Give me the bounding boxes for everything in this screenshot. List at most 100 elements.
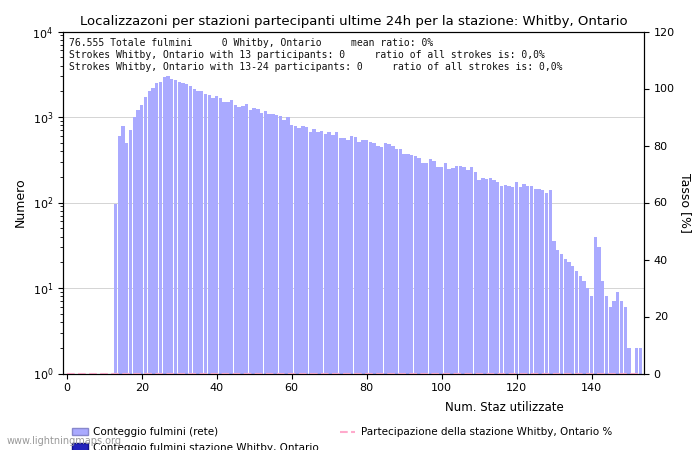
Bar xyxy=(519,187,522,450)
Bar xyxy=(380,147,384,450)
Bar xyxy=(162,77,166,450)
Bar xyxy=(125,143,128,450)
Bar xyxy=(248,110,252,450)
Bar xyxy=(533,189,537,450)
Bar xyxy=(608,307,612,450)
Bar xyxy=(433,161,436,450)
Bar xyxy=(185,85,188,450)
Bar xyxy=(204,94,207,450)
Bar xyxy=(118,136,121,450)
Bar xyxy=(140,104,143,450)
Bar xyxy=(414,156,417,450)
Bar xyxy=(605,296,608,450)
Bar xyxy=(508,186,511,450)
Bar xyxy=(320,130,323,450)
Bar xyxy=(328,132,331,450)
Bar xyxy=(391,146,395,450)
Bar xyxy=(148,91,151,450)
Bar xyxy=(174,80,177,450)
Bar xyxy=(635,348,638,450)
Bar xyxy=(594,237,597,450)
Bar xyxy=(121,126,125,450)
Bar xyxy=(444,163,447,450)
Bar xyxy=(200,91,204,450)
Legend: Conteggio fulmini (rete), Conteggio fulmini stazione Whitby, Ontario, Partecipaz: Conteggio fulmini (rete), Conteggio fulm… xyxy=(68,423,616,450)
Bar xyxy=(620,301,623,450)
Bar xyxy=(597,247,601,450)
Bar xyxy=(560,254,564,450)
Text: Num. Staz utilizzate: Num. Staz utilizzate xyxy=(444,401,564,414)
Bar xyxy=(339,138,342,450)
Bar xyxy=(170,79,174,450)
Bar xyxy=(496,182,500,450)
Bar xyxy=(264,111,267,450)
Bar xyxy=(207,95,211,450)
Bar xyxy=(545,193,548,450)
Bar xyxy=(440,166,443,450)
Bar xyxy=(481,178,484,450)
Bar xyxy=(447,169,451,450)
Bar xyxy=(230,100,233,450)
Bar xyxy=(387,144,391,450)
Bar xyxy=(286,117,290,450)
Bar xyxy=(627,348,631,450)
Bar xyxy=(564,259,567,450)
Bar xyxy=(638,348,642,450)
Bar xyxy=(571,266,575,450)
Bar xyxy=(275,115,279,450)
Bar xyxy=(358,141,360,450)
Bar xyxy=(155,83,158,450)
Bar xyxy=(361,140,365,450)
Y-axis label: Numero: Numero xyxy=(14,178,27,227)
Bar xyxy=(616,292,620,450)
Bar xyxy=(515,182,518,450)
Bar xyxy=(428,158,432,450)
Text: 76.555 Totale fulmini     0 Whitby, Ontario     mean ratio: 0%
Strokes Whitby, O: 76.555 Totale fulmini 0 Whitby, Ontario … xyxy=(69,38,562,72)
Bar xyxy=(624,307,627,450)
Bar xyxy=(372,143,376,450)
Bar xyxy=(331,135,335,450)
Bar xyxy=(395,148,398,450)
Bar xyxy=(384,143,387,450)
Bar xyxy=(575,270,578,450)
Bar xyxy=(410,155,413,450)
Bar xyxy=(271,114,274,450)
Bar xyxy=(211,99,215,450)
Bar xyxy=(178,81,181,450)
Bar xyxy=(283,120,286,450)
Bar xyxy=(425,163,428,450)
Bar xyxy=(234,105,237,450)
Bar xyxy=(552,242,556,450)
Bar xyxy=(503,184,507,450)
Bar xyxy=(167,76,169,450)
Bar xyxy=(466,171,470,450)
Bar xyxy=(256,109,260,450)
Bar xyxy=(500,186,503,450)
Bar xyxy=(189,86,192,450)
Bar xyxy=(237,107,241,450)
Bar xyxy=(556,250,559,450)
Bar xyxy=(489,178,492,450)
Bar xyxy=(567,262,570,450)
Bar xyxy=(305,126,308,450)
Bar xyxy=(241,106,244,450)
Bar xyxy=(129,130,132,450)
Bar xyxy=(260,113,263,450)
Bar xyxy=(601,281,605,450)
Title: Localizzazoni per stazioni partecipanti ultime 24h per la stazione: Whitby, Onta: Localizzazoni per stazioni partecipanti … xyxy=(80,14,627,27)
Bar xyxy=(181,83,185,450)
Bar xyxy=(399,149,402,450)
Bar xyxy=(267,114,271,450)
Bar xyxy=(485,179,489,450)
Bar xyxy=(586,288,589,450)
Bar xyxy=(376,145,379,450)
Bar xyxy=(335,132,338,450)
Bar xyxy=(549,189,552,450)
Bar xyxy=(316,132,320,450)
Bar xyxy=(530,186,533,450)
Bar xyxy=(294,126,297,450)
Bar xyxy=(193,90,196,450)
Bar xyxy=(354,137,357,450)
Bar xyxy=(492,180,496,450)
Bar xyxy=(342,138,346,450)
